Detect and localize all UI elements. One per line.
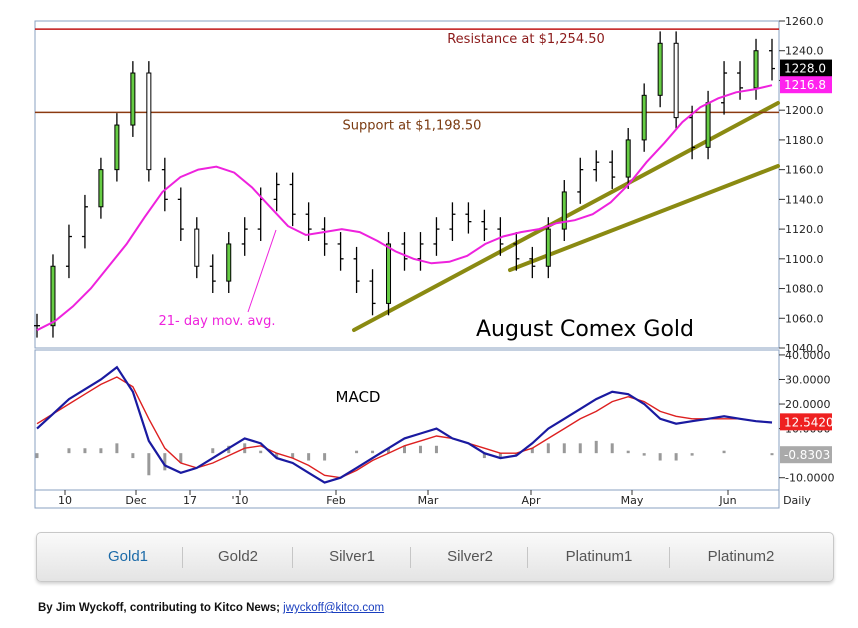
x-tick-label: 17 — [183, 494, 197, 507]
moving-average-pointer — [247, 229, 277, 313]
macd-tick-label: -10.0000 — [785, 472, 834, 485]
macd-tick-label: 30.0000 — [785, 373, 831, 386]
ma-value-label: 1216.8 — [784, 78, 826, 92]
tab-silver1[interactable]: Silver1 — [329, 548, 375, 565]
price-tick-label: 1260.0 — [785, 15, 824, 28]
price-candle-body — [641, 94, 647, 141]
macd-panel — [34, 349, 780, 491]
tab-silver2[interactable]: Silver2 — [447, 548, 493, 565]
author-email-link[interactable]: jwyckoff@kitco.com — [283, 602, 385, 614]
price-candle-body — [146, 72, 152, 171]
price-candle-body — [657, 42, 663, 96]
tab-bar: Gold1 Gold2 Silver1 Silver2 Platinum1 Pl… — [36, 532, 834, 582]
price-tick-label: 1120.0 — [785, 223, 824, 236]
histogram-value-label-box — [780, 446, 832, 464]
x-tick-label: Jun — [718, 494, 736, 507]
ma-value-label-box — [780, 76, 832, 94]
x-tick-label: Feb — [326, 494, 345, 507]
price-candle-body — [98, 169, 104, 208]
macd-value-label-box — [780, 413, 832, 431]
histogram-value-label: -0.8303 — [784, 448, 830, 462]
tab-divider — [292, 547, 293, 568]
price-candle-body — [226, 243, 232, 282]
price-tick-label: 1060.0 — [785, 312, 824, 325]
gold-chart: 1040.0 1060.0 1080.0 1100.0 1120.0 1140.0 1160… — [34, 15, 834, 509]
macd-tick-label: 20.0000 — [785, 398, 831, 411]
tab-divider — [182, 547, 183, 568]
trendline — [508, 164, 780, 272]
price-tick-label: 1180.0 — [785, 134, 824, 147]
price-tick-label: 1080.0 — [785, 283, 824, 296]
price-candle-body — [130, 72, 136, 126]
price-candle-body — [50, 265, 56, 327]
byline: By Jim Wyckoff, contributing to Kitco Ne… — [38, 602, 384, 614]
price-candle-body — [386, 243, 392, 304]
tab-platinum1[interactable]: Platinum1 — [565, 548, 633, 565]
price-candle-body — [545, 228, 551, 267]
byline-text: By Jim Wyckoff, contributing to Kitco Ne… — [38, 602, 284, 614]
chart-title: August Comex Gold — [476, 317, 694, 342]
price-tick-label: 1040.0 — [785, 342, 824, 355]
x-tick-label: Apr — [521, 494, 541, 507]
last-price-label-box — [780, 59, 832, 77]
x-tick-label: Mar — [418, 494, 439, 507]
tab-divider — [669, 547, 670, 568]
moving-average-line — [36, 84, 773, 332]
tab-platinum2[interactable]: Platinum2 — [707, 548, 775, 565]
price-panel — [34, 20, 780, 349]
macd-signal-line — [36, 376, 773, 479]
price-candle-body — [705, 102, 711, 148]
price-candle-body — [673, 42, 679, 119]
moving-average-label: 21- day mov. avg. — [158, 314, 275, 329]
price-candle-body — [114, 124, 120, 171]
price-candle-body — [194, 228, 200, 267]
tab-divider — [527, 547, 528, 568]
x-tick-label: May — [621, 494, 644, 507]
macd-title: MACD — [336, 388, 381, 406]
last-price-label: 1228.0 — [784, 62, 826, 76]
price-tick-label: 1200.0 — [785, 104, 824, 117]
x-axis-panel — [34, 489, 780, 509]
x-tick-label: Dec — [125, 494, 146, 507]
price-tick-label: 1100.0 — [785, 253, 824, 266]
x-tick-label: Daily — [783, 494, 811, 507]
tab-divider — [410, 547, 411, 568]
x-tick-label: '10 — [231, 494, 248, 507]
tab-gold2[interactable]: Gold2 — [217, 548, 259, 565]
price-candle-body — [753, 50, 759, 89]
resistance-label: Resistance at $1,254.50 — [447, 32, 605, 47]
price-tick-label: 1240.0 — [785, 45, 824, 58]
macd-line — [36, 365, 773, 484]
x-tick-label: 10 — [58, 494, 72, 507]
price-tick-label: 1140.0 — [785, 193, 824, 206]
price-tick-label: 1160.0 — [785, 164, 824, 177]
tab-gold1[interactable]: Gold1 — [107, 548, 149, 565]
price-candle-body — [561, 191, 567, 230]
price-candle-body — [625, 139, 631, 178]
macd-tick-label: 40.0000 — [785, 349, 831, 362]
support-label: Support at $1,198.50 — [343, 118, 482, 133]
macd-value-label: 12.5420 — [784, 415, 834, 429]
chart-area: 1040.0 1060.0 1080.0 1100.0 1120.0 1140.0 1160… — [34, 15, 834, 509]
